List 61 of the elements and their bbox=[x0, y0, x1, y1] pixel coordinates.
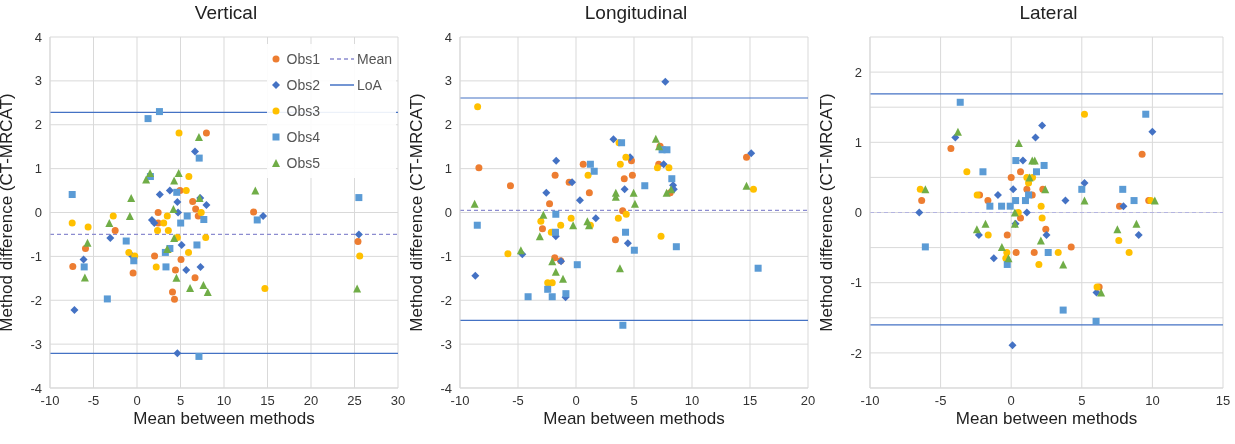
x-axis-title: Mean between methods bbox=[955, 409, 1138, 428]
x-tick-label: 20 bbox=[303, 393, 319, 409]
x-tick-label: 5 bbox=[176, 393, 185, 409]
legend-label: Obs3 bbox=[286, 103, 320, 119]
legend-label: LoA bbox=[356, 77, 382, 93]
x-tick-label: -10 bbox=[40, 393, 60, 409]
legend-label: Obs4 bbox=[286, 129, 320, 145]
x-tick-label: -5 bbox=[87, 393, 100, 409]
y-tick-label: -2 bbox=[30, 292, 42, 308]
y-tick-label: 4 bbox=[34, 29, 42, 45]
x-tick-label: 10 bbox=[1145, 393, 1160, 409]
x-tick-label: -10 bbox=[450, 393, 470, 409]
x-tick-label: 15 bbox=[1215, 393, 1231, 409]
x-tick-label: 25 bbox=[347, 393, 362, 409]
x-tick-label: -5 bbox=[512, 393, 524, 409]
y-tick-label: -4 bbox=[440, 380, 452, 396]
x-tick-label: 20 bbox=[800, 393, 816, 409]
y-tick-label: 2 bbox=[34, 117, 42, 133]
x-tick-label: 10 bbox=[216, 393, 232, 409]
y-tick-label: -2 bbox=[850, 345, 862, 361]
y-tick-label: -1 bbox=[850, 275, 862, 291]
y-tick-label: 2 bbox=[854, 64, 862, 80]
y-tick-label: 2 bbox=[444, 117, 452, 133]
y-tick-label: 4 bbox=[444, 29, 452, 45]
x-tick-label: 30 bbox=[390, 393, 406, 409]
legend-label: Obs5 bbox=[286, 155, 320, 171]
x-tick-label: 15 bbox=[742, 393, 758, 409]
x-axis-title: Mean between methods bbox=[133, 409, 315, 428]
x-tick-label: 5 bbox=[1078, 393, 1086, 409]
y-tick-label: 0 bbox=[854, 205, 862, 221]
y-tick-label: 0 bbox=[444, 205, 452, 221]
x-tick-label: 0 bbox=[572, 393, 580, 409]
x-tick-label: -10 bbox=[860, 393, 880, 409]
y-axis-title: Method difference (CT-MRCAT) bbox=[407, 93, 427, 332]
legend-label: Obs1 bbox=[286, 51, 320, 67]
y-tick-label: -3 bbox=[440, 336, 452, 352]
chart-title: Vertical bbox=[193, 2, 259, 24]
x-tick-label: 0 bbox=[133, 393, 141, 409]
x-axis-title: Mean between methods bbox=[543, 409, 725, 428]
y-axis-title: Method difference (CT-MRCAT) bbox=[0, 93, 17, 332]
x-tick-label: 15 bbox=[260, 393, 275, 409]
y-tick-label: -1 bbox=[30, 248, 42, 264]
x-tick-label: 0 bbox=[1007, 393, 1015, 409]
x-tick-label: 10 bbox=[684, 393, 700, 409]
y-tick-label: 1 bbox=[854, 134, 862, 150]
y-tick-label: 3 bbox=[444, 73, 452, 89]
y-tick-label: 3 bbox=[34, 73, 42, 89]
legend-label: Obs2 bbox=[286, 77, 320, 93]
x-tick-label: 5 bbox=[630, 393, 638, 409]
y-tick-label: 0 bbox=[34, 205, 42, 221]
y-tick-label: -4 bbox=[30, 380, 42, 396]
y-tick-label: -1 bbox=[440, 248, 452, 264]
y-tick-label: 1 bbox=[34, 161, 42, 177]
x-tick-label: -5 bbox=[934, 393, 947, 409]
y-tick-label: -2 bbox=[440, 292, 452, 308]
chart-title: Lateral bbox=[1018, 2, 1079, 24]
y-tick-label: 1 bbox=[444, 161, 452, 177]
y-tick-label: -3 bbox=[30, 336, 42, 352]
chart-title: Longitudinal bbox=[583, 2, 689, 24]
y-axis-title: Method difference (CT-MRCAT) bbox=[817, 93, 837, 332]
legend-label: Mean bbox=[356, 51, 392, 67]
